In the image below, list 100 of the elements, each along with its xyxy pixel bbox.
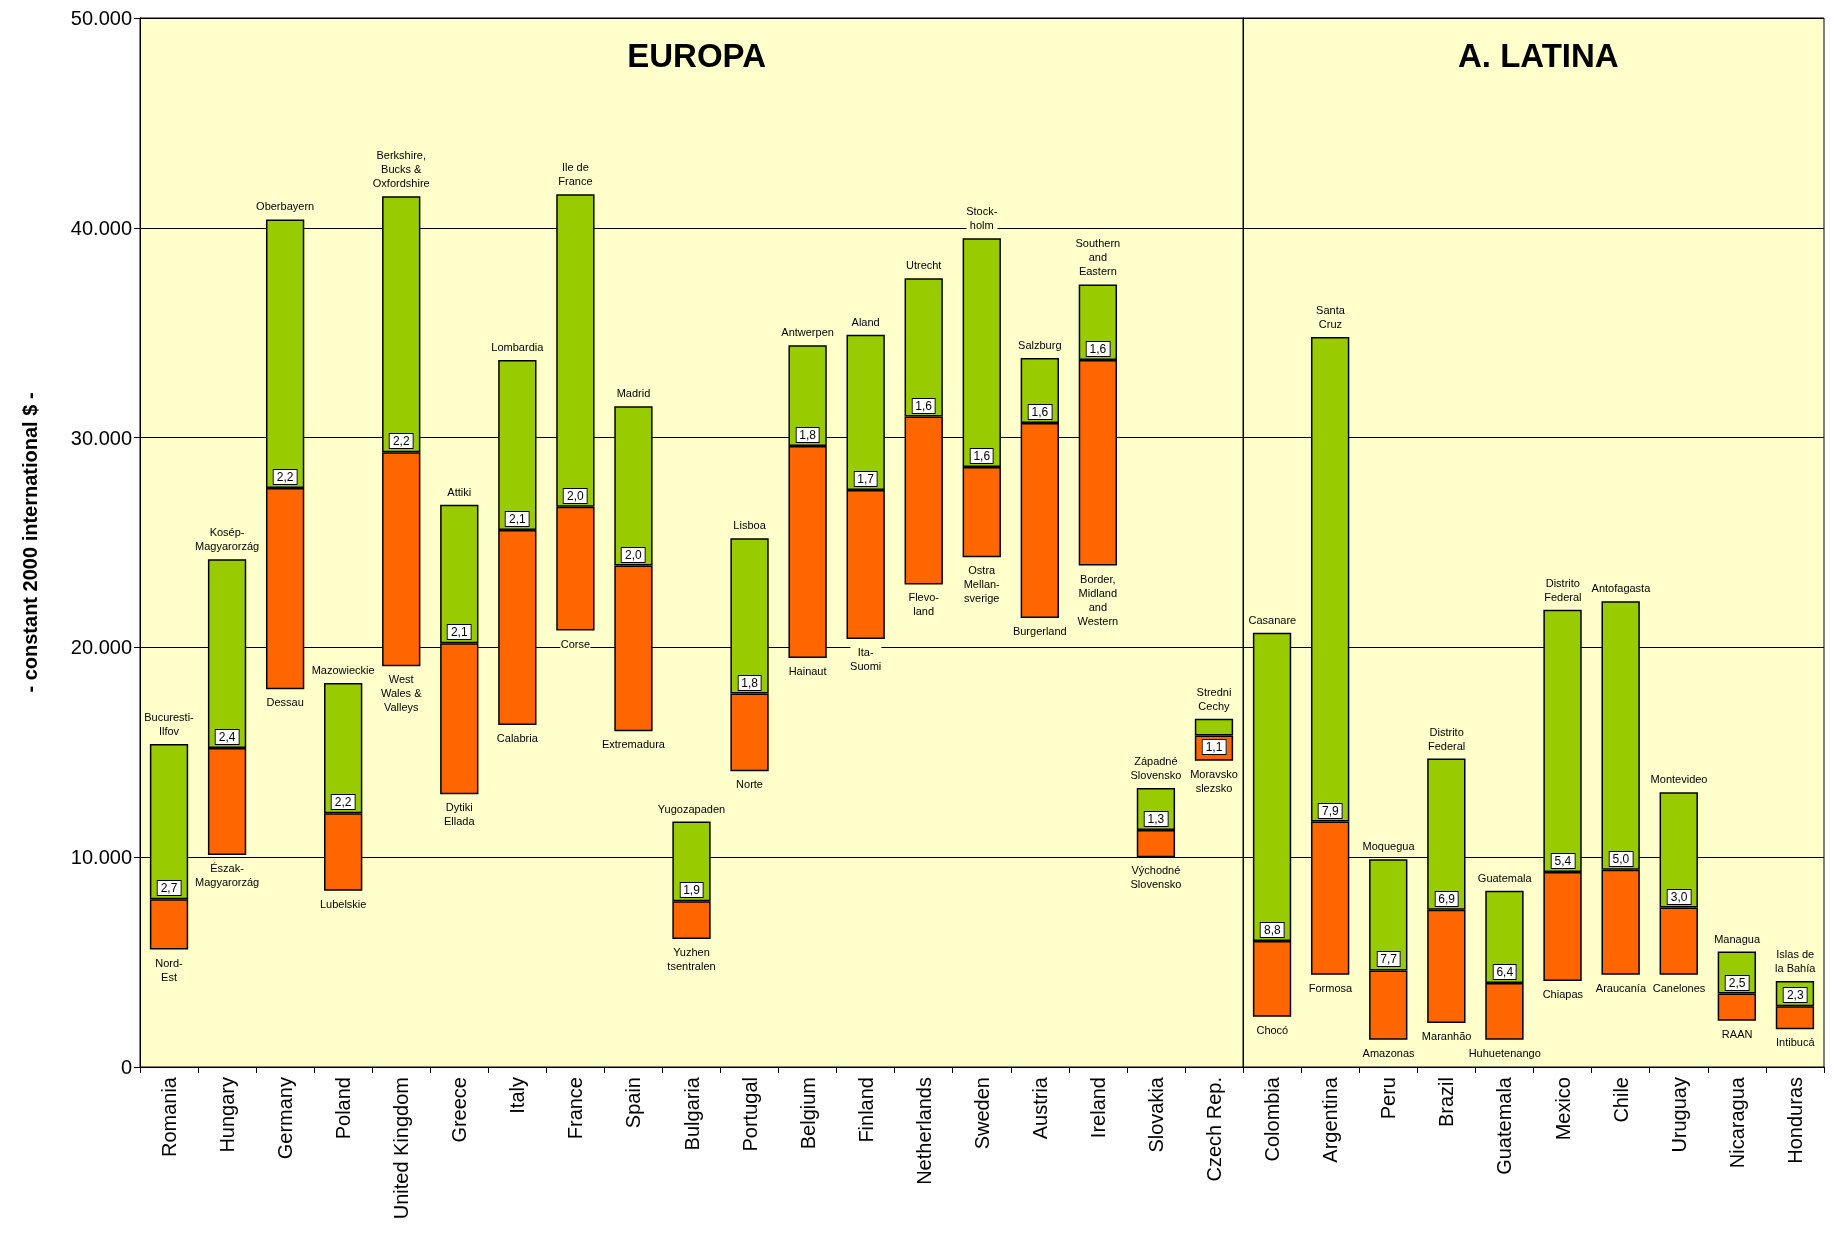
annotation: Extremadura (601, 737, 665, 752)
annotation: Flevo- land (908, 590, 939, 619)
x-tick-label: Uruguay (1668, 1077, 1691, 1153)
x-tick-label: Hungary (216, 1077, 239, 1153)
annotation: 2,2 (330, 794, 356, 811)
annotation: Antwerpen (781, 325, 834, 340)
x-tick-label: Bulgaria (680, 1076, 703, 1151)
x-tick-label: Honduras (1784, 1077, 1807, 1164)
annotation: Mazowieckie (311, 663, 375, 678)
annotation: 2,7 (156, 880, 182, 897)
x-tick-label: Slovakia (1144, 1076, 1167, 1153)
x-tick-label: Chile (1609, 1077, 1632, 1123)
annotation: Bucuresti- Ilfov (144, 709, 194, 738)
y-tick-label: 10.000 (70, 846, 132, 869)
x-tick-label: Greece (448, 1077, 471, 1143)
annotation: Distrito Federal (1544, 575, 1582, 604)
annotation: Southern and Eastern (1075, 236, 1121, 279)
annotation: Burgerland (1012, 624, 1067, 639)
annotation: Aland (851, 314, 880, 329)
annotation: 1,6 (911, 397, 937, 414)
annotation: Formosa (1308, 980, 1353, 995)
annotation: Islas de la Bahía (1775, 946, 1816, 975)
annotation: 5,4 (1550, 852, 1576, 869)
annotation: Maranhão (1421, 1028, 1472, 1043)
annotation: 6,9 (1434, 890, 1459, 907)
annotation: 1,6 (969, 447, 995, 464)
annotation: Chocó (1256, 1022, 1289, 1037)
annotation: Intibucá (1775, 1035, 1815, 1050)
x-tick-label: Peru (1377, 1077, 1400, 1120)
x-tick-label: Germany (274, 1077, 297, 1160)
annotation: 6,4 (1492, 964, 1518, 981)
annotation: 1,7 (853, 471, 878, 488)
text: A. LATINA (1458, 37, 1619, 74)
annotation: Salzburg (1018, 337, 1062, 352)
annotation: Yugozapaden (657, 801, 726, 816)
annotation: Calabria (496, 731, 538, 746)
annotation: Hainaut (788, 663, 827, 678)
annotation: Západné Slovensko (1130, 753, 1182, 782)
x-tick-label: Brazil (1435, 1077, 1458, 1128)
annotation: Chiapas (1542, 986, 1584, 1001)
annotation: 1,8 (737, 674, 762, 691)
x-tick-label: Colombia (1261, 1076, 1284, 1162)
annotation: Casanare (1248, 612, 1297, 627)
x-tick-label: Italy (506, 1077, 529, 1114)
annotation: Ile de France (558, 160, 593, 189)
x-tick-label: Austria (1028, 1076, 1051, 1140)
x-tick-label: Sweden (970, 1077, 993, 1150)
annotation: 7,7 (1376, 951, 1401, 968)
y-tick-label: 40.000 (70, 216, 132, 239)
annotation: 2,2 (388, 433, 414, 450)
annotation: Nord- Est (155, 955, 183, 984)
annotation: 2,3 (1782, 987, 1808, 1004)
x-tick-label: France (564, 1077, 587, 1140)
annotation: Attiki (447, 484, 472, 499)
annotation: Východné Slovensko (1130, 863, 1182, 892)
annotation: 1,8 (795, 426, 820, 443)
annotation: Oberbayern (256, 199, 315, 214)
x-tick-label: Belgium (796, 1077, 819, 1150)
annotation: West Wales & Valleys (380, 672, 422, 715)
annotation: 2,2 (272, 468, 298, 485)
x-tick-label: Guatemala (1493, 1076, 1516, 1175)
annotation: 1,6 (1085, 340, 1111, 357)
x-tick-label: Nicaragua (1726, 1076, 1749, 1169)
x-tick-label: Mexico (1551, 1077, 1574, 1141)
text: EUROPA (627, 37, 767, 74)
annotation: Antofagasta (1591, 581, 1651, 596)
annotation: Dessau (266, 695, 304, 710)
y-tick-label: 30.000 (70, 426, 132, 449)
annotation: 2,1 (446, 624, 472, 641)
annotation: Lisboa (733, 518, 766, 533)
annotation: Canelones (1652, 980, 1706, 995)
annotation: 1,6 (1027, 403, 1053, 420)
x-tick-label: Netherlands (912, 1077, 935, 1185)
x-tick-label: United Kingdom (390, 1077, 413, 1220)
x-tick-label: Portugal (738, 1077, 761, 1152)
annotation: Ita- Suomi (850, 645, 882, 673)
annotation: 7,9 (1318, 802, 1343, 819)
annotation: Kosép- Magyarorzág (194, 525, 260, 554)
annotation: 2,0 (563, 487, 588, 504)
annotation: Montevideo (1650, 772, 1708, 787)
annotation: 1,1 (1201, 738, 1227, 755)
annotation: 3,0 (1666, 888, 1692, 905)
annotation: Guatemala (1477, 870, 1532, 885)
annotation: Amazonas (1362, 1045, 1415, 1060)
annotation: Ostra Mellan- sverige (963, 563, 1000, 606)
annotation: 2,0 (621, 546, 646, 563)
annotation: Dytiki Ellada (443, 800, 475, 829)
annotation: Észak- Magyarorzág (194, 861, 260, 890)
annotation: Lombardia (491, 339, 544, 354)
annotation: Distrito Federal (1427, 724, 1466, 753)
y-tick-label: 0 (120, 1056, 132, 1078)
annotation: Araucanía (1595, 980, 1647, 995)
annotation: Norte (736, 777, 763, 792)
annotation: Madrid (616, 386, 651, 401)
annotation: Lubelskie (319, 896, 367, 911)
annotation: Corse (560, 636, 591, 651)
annotation: Stock- holm (966, 204, 998, 233)
annotation: 2,5 (1724, 974, 1750, 991)
x-tick-label: Czech Rep. (1202, 1077, 1225, 1182)
annotation: Huhuetenango (1468, 1045, 1541, 1060)
